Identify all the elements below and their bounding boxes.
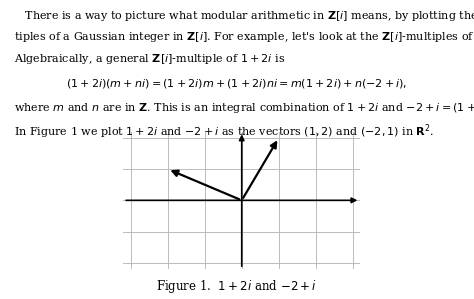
Text: $(1+2i)(m+ni) = (1+2i)m + (1+2i)ni = m(1+2i) + n(-2+i),$: $(1+2i)(m+ni) = (1+2i)m + (1+2i)ni = m(1…	[66, 77, 408, 89]
Text: tiples of a Gaussian integer in $\mathbf{Z}[i]$. For example, let's look at the : tiples of a Gaussian integer in $\mathbf…	[14, 30, 474, 45]
Text: There is a way to picture what modular arithmetic in $\mathbf{Z}[i]$ means, by p: There is a way to picture what modular a…	[14, 9, 474, 23]
Text: Figure 1.  $1+2i$ and $-2+i$: Figure 1. $1+2i$ and $-2+i$	[156, 278, 318, 295]
Text: In Figure 1 we plot $1+2i$ and $-2+i$ as the vectors $(1,2)$ and $(-2,1)$ in $\m: In Figure 1 we plot $1+2i$ and $-2+i$ as…	[14, 123, 435, 141]
Text: Algebraically, a general $\mathbf{Z}[i]$-multiple of $1+2i$ is: Algebraically, a general $\mathbf{Z}[i]$…	[14, 52, 285, 66]
Text: where $m$ and $n$ are in $\mathbf{Z}$. This is an integral combination of $1+2i$: where $m$ and $n$ are in $\mathbf{Z}$. T…	[14, 101, 474, 115]
